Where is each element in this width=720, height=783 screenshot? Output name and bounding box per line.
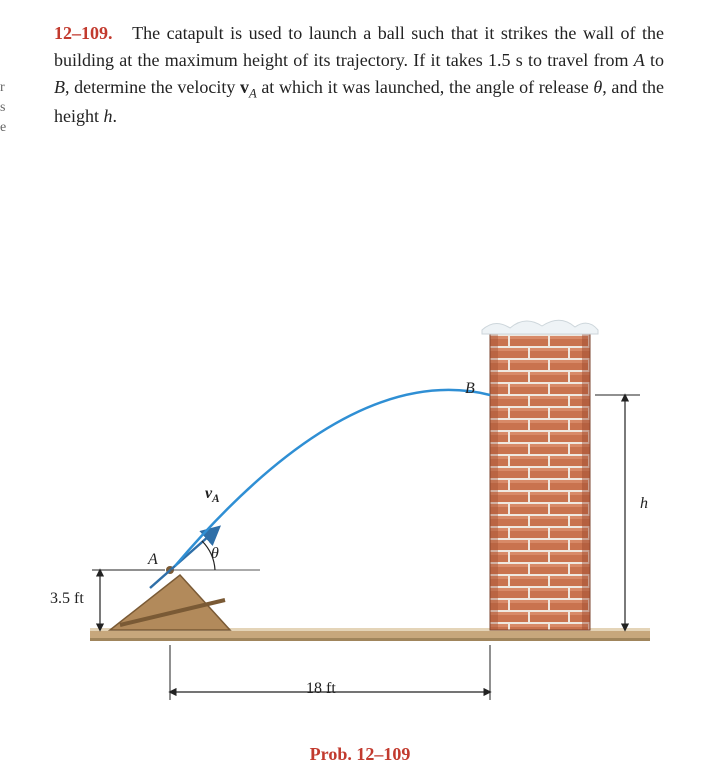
label-B: B [465,380,475,398]
problem-statement: 12–109. The catapult is used to launch a… [54,20,664,130]
catapult [110,528,230,630]
figure: vA A θ B 3.5 ft 18 ft h [50,300,670,740]
label-theta: θ [211,545,219,563]
label-18ft: 18 ft [306,680,336,698]
trajectory [175,390,490,566]
figure-caption: Prob. 12–109 [0,744,720,765]
label-h: h [640,495,648,513]
problem-number: 12–109. [54,23,113,43]
page-edge-marks: r s e [0,78,6,138]
wall [482,320,598,630]
label-A: A [148,551,158,569]
dim-h [595,395,640,630]
label-vA: vA [205,485,220,505]
label-3p5ft: 3.5 ft [50,590,84,608]
figure-svg [50,300,670,740]
